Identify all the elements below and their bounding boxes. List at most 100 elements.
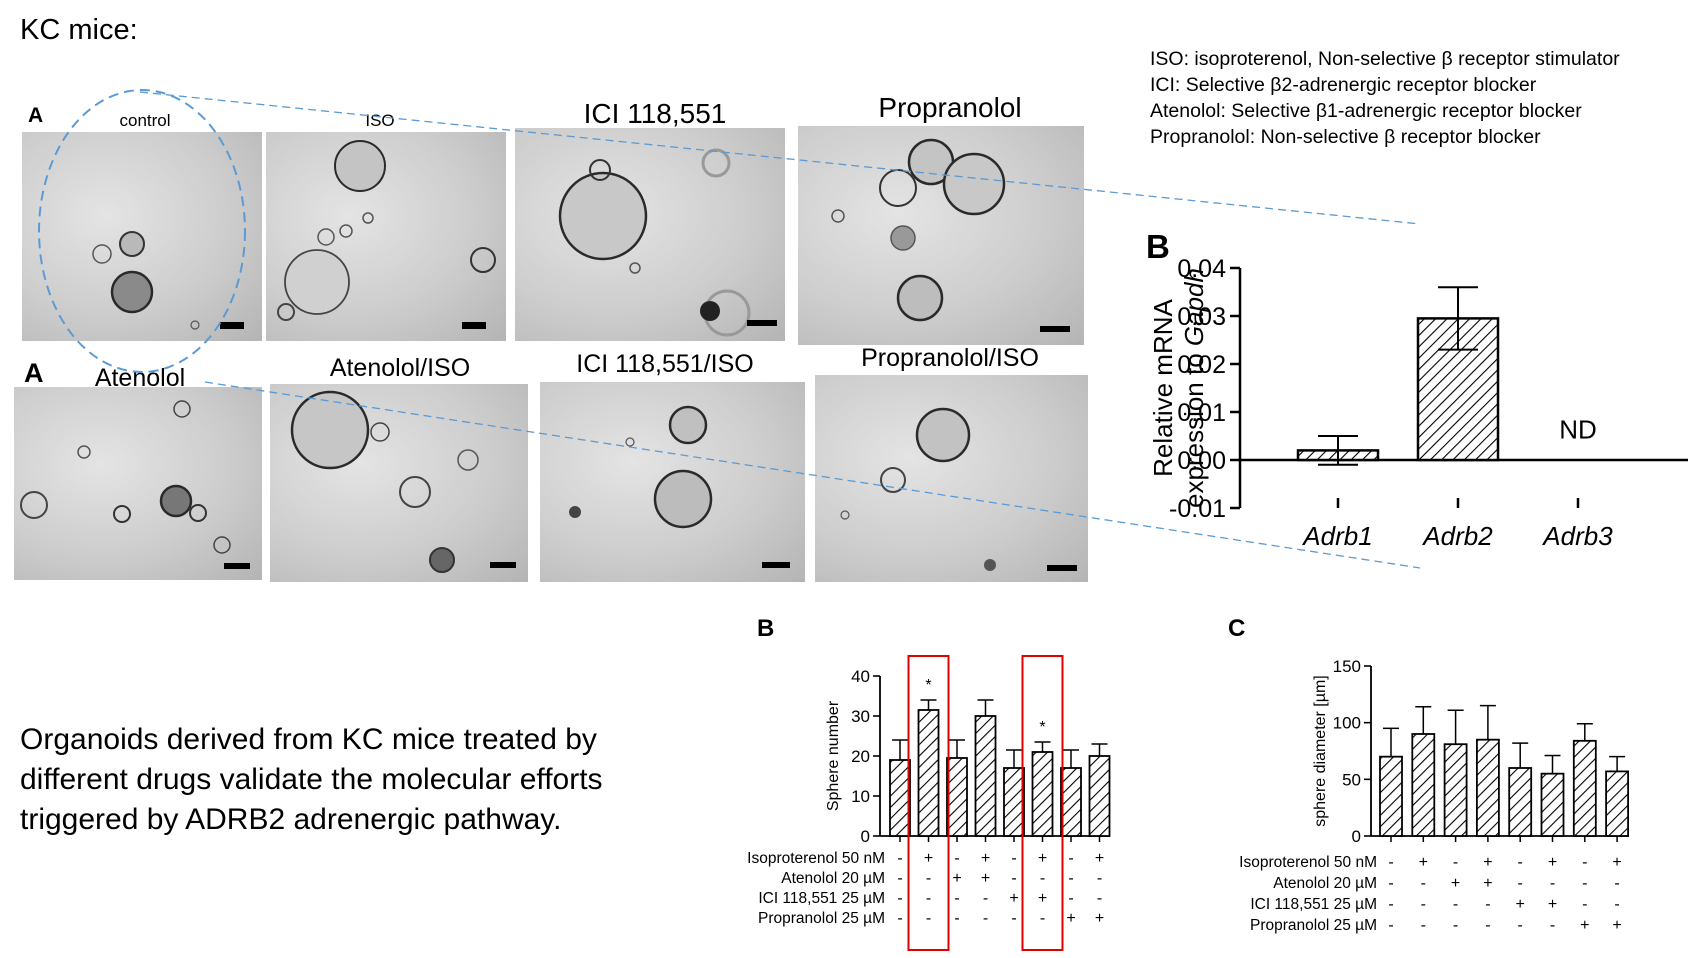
x-tick-label: Adrb3 <box>1541 521 1613 551</box>
bar <box>1443 743 1468 837</box>
treatment-label: Propranolol 25 µM <box>758 910 885 927</box>
y-tick-label: 0 <box>861 827 870 846</box>
treatment-label: ICI 118,551 25 µM <box>1250 896 1377 913</box>
y-tick-label: 100 <box>1333 714 1361 733</box>
treatment-label: ICI 118,551 25 µM <box>758 890 885 907</box>
treatment-mark: - <box>1011 910 1016 927</box>
y-tick-label: 150 <box>1333 657 1361 676</box>
image-label-propranolol: Propranolol <box>878 92 1022 123</box>
treatment-mark: - <box>1068 870 1073 887</box>
treatment-label: Isoproterenol 50 nM <box>1239 854 1377 871</box>
treatment-mark: - <box>954 890 959 907</box>
organoid-drawing <box>20 400 250 569</box>
y-tick-label: 0.03 <box>1177 303 1226 331</box>
treatment-mark: + <box>1548 896 1557 913</box>
abbreviation-iso: ISO: isoproterenol, Non-selective β rece… <box>1150 48 1620 70</box>
treatment-mark: - <box>926 910 931 927</box>
treatment-mark: + <box>981 850 990 867</box>
treatment-mark: + <box>1612 854 1621 871</box>
treatment-label: Atenolol 20 µM <box>781 870 885 887</box>
treatment-mark: - <box>1388 854 1393 871</box>
treatment-mark: + <box>1038 850 1047 867</box>
treatment-mark: + <box>1612 917 1621 934</box>
organoid-drawing <box>92 231 244 330</box>
organoid-drawing <box>558 148 777 337</box>
y-axis-label-line2: expression to Gapdh <box>1179 268 1209 508</box>
bar <box>1605 770 1629 837</box>
treatment-label: Isoproterenol 50 nM <box>747 850 885 867</box>
treatment-mark: + <box>1483 854 1492 871</box>
image-label-iso: ISO <box>365 111 395 130</box>
treatment-mark: - <box>897 870 902 887</box>
treatment-mark: + <box>1038 890 1047 907</box>
bar <box>1508 767 1533 837</box>
treatment-mark: - <box>1011 870 1016 887</box>
treatment-mark: - <box>1582 854 1587 871</box>
treatment-mark: - <box>1485 917 1490 934</box>
zoom-line-top <box>139 91 1421 225</box>
treatment-mark: - <box>1518 854 1523 871</box>
treatment-mark: - <box>1421 896 1426 913</box>
y-tick-label: 30 <box>851 707 870 726</box>
bar <box>1379 755 1403 837</box>
treatment-mark: + <box>1516 896 1525 913</box>
zoom-line-bottom <box>204 381 1421 569</box>
image-label-control: control <box>119 111 171 130</box>
y-axis-label: sphere diameter [µm] <box>1312 675 1329 827</box>
micrograph-iso <box>266 132 506 341</box>
bar <box>1540 772 1565 837</box>
y-tick-label: 0 <box>1352 827 1361 846</box>
treatment-label: Atenolol 20 µM <box>1273 875 1377 892</box>
y-tick-label: 0.00 <box>1177 447 1226 475</box>
organoid-drawing <box>831 138 1070 332</box>
y-tick-label: 50 <box>1342 770 1361 789</box>
treatment-mark: - <box>1040 910 1045 927</box>
y-tick-label: 40 <box>851 667 870 686</box>
micrograph-atenolol-iso <box>270 384 528 582</box>
treatment-mark: + <box>1451 875 1460 892</box>
treatment-mark: + <box>981 870 990 887</box>
y-tick-label: -0.01 <box>1169 495 1226 523</box>
treatment-mark: - <box>926 890 931 907</box>
treatment-mark: - <box>1388 917 1393 934</box>
organoid-drawing <box>277 140 496 329</box>
y-tick-label: 0.02 <box>1177 351 1226 379</box>
panel-a-letter-top: A <box>28 104 44 127</box>
treatment-mark: - <box>954 910 959 927</box>
abbreviation-notes: ISO: isoproterenol, Non-selective β rece… <box>1150 46 1620 150</box>
treatment-mark: + <box>1095 910 1104 927</box>
treatment-mark: - <box>897 890 902 907</box>
treatment-mark: - <box>926 870 931 887</box>
treatment-mark: - <box>1518 875 1523 892</box>
treatment-mark: - <box>954 850 959 867</box>
treatment-mark: - <box>1421 875 1426 892</box>
highlight-box <box>1021 655 1064 951</box>
micrograph-atenolol <box>14 387 262 580</box>
treatment-mark: - <box>983 910 988 927</box>
not-detected-label: ND <box>1559 414 1597 444</box>
treatment-mark: - <box>1453 854 1458 871</box>
highlight-ellipse <box>38 89 246 373</box>
treatment-mark: - <box>1614 896 1619 913</box>
treatment-label: Propranolol 25 µM <box>1250 917 1377 934</box>
summary-line: triggered by ADRB2 adrenergic pathway. <box>20 803 562 836</box>
treatment-mark: - <box>1485 896 1490 913</box>
abbreviation-ici: ICI: Selective β2-adrenergic receptor bl… <box>1150 74 1537 96</box>
highlight-box <box>907 655 950 951</box>
image-label-atenolol-iso: Atenolol/ISO <box>329 354 471 382</box>
treatment-mark: - <box>1097 870 1102 887</box>
panel-letter: B <box>757 615 774 642</box>
significance-star: * <box>1039 719 1045 736</box>
bar <box>1572 739 1597 837</box>
significance-star: * <box>925 677 931 694</box>
summary-text: Organoids derived from KC mice treated b… <box>20 720 700 840</box>
treatment-mark: + <box>1009 890 1018 907</box>
treatment-mark: - <box>1518 917 1523 934</box>
y-axis-label-line1: Relative mRNA <box>1148 298 1178 476</box>
treatment-mark: - <box>1453 917 1458 934</box>
panel-letter-b: B <box>1146 228 1170 265</box>
y-axis-label: Sphere number <box>825 700 842 811</box>
